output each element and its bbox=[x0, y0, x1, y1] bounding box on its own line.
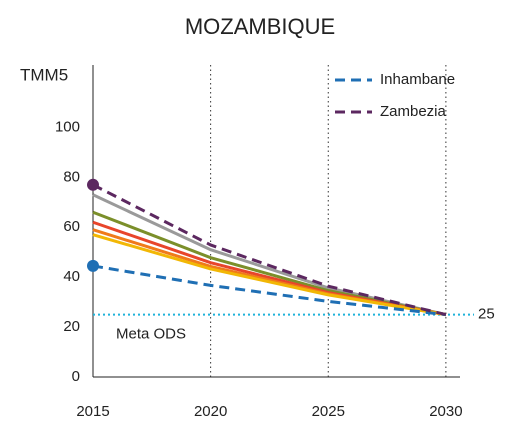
point-marker bbox=[87, 178, 99, 191]
series-line bbox=[92, 193, 447, 317]
y-tick-label: 20 bbox=[63, 318, 80, 335]
y-axis-label: TMM5 bbox=[20, 65, 68, 84]
x-tick-label: 2015 bbox=[76, 403, 109, 420]
x-tick-label: 2020 bbox=[194, 403, 227, 420]
series-line bbox=[92, 264, 447, 317]
series-line bbox=[92, 233, 447, 317]
y-tick-label: 40 bbox=[63, 268, 80, 285]
y-tick-label: 80 bbox=[63, 168, 80, 185]
y-tick-label: 60 bbox=[63, 218, 80, 235]
point-marker bbox=[87, 259, 99, 272]
legend-label: Inhambane bbox=[380, 71, 455, 88]
legend-label: Zambezia bbox=[380, 103, 447, 120]
y-tick-label: 100 bbox=[55, 118, 80, 135]
x-tick-label: 2030 bbox=[429, 403, 462, 420]
series-line bbox=[92, 183, 447, 317]
series-line bbox=[92, 210, 447, 317]
x-tick-label: 2025 bbox=[312, 403, 345, 420]
y-tick-label: 0 bbox=[72, 368, 80, 385]
chart-title: MOZAMBIQUE bbox=[185, 14, 335, 39]
target-value: 25 bbox=[478, 306, 495, 323]
target-label: Meta ODS bbox=[116, 326, 186, 343]
